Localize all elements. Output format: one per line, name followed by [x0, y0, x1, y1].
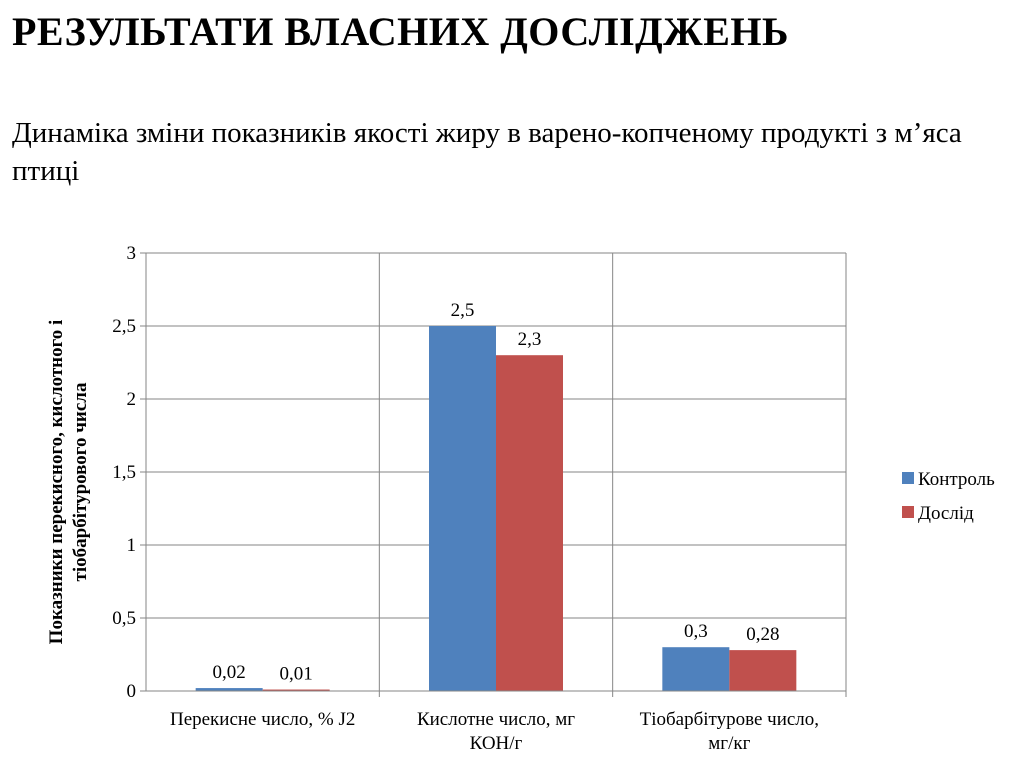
x-category-label: Перекисне число, % J2 [170, 709, 355, 730]
legend-label: Контроль [918, 469, 995, 490]
page-title: РЕЗУЛЬТАТИ ВЛАСНИХ ДОСЛІДЖЕНЬ [12, 9, 789, 54]
legend-swatch [902, 472, 914, 484]
x-category-label: Тіобарбітурове число, [640, 709, 819, 730]
x-category-label: мг/кг [708, 733, 750, 754]
bar-control [195, 688, 263, 691]
legend-swatch [902, 506, 914, 518]
bar-control [429, 326, 496, 691]
legend: Контроль Дослід [902, 469, 995, 524]
data-label: 0,28 [746, 624, 779, 645]
bar-experiment [496, 355, 563, 691]
data-label: 0,3 [684, 621, 708, 642]
bar-control [662, 647, 730, 691]
y-tick-label: 1 [127, 535, 137, 556]
data-label: 0,02 [213, 662, 246, 683]
bar-experiment [729, 650, 797, 691]
data-label: 0,01 [280, 664, 313, 685]
y-tick-label: 1,5 [112, 462, 136, 483]
y-tick-label: 0,5 [112, 608, 136, 629]
page-subtitle: Динаміка зміни показників якості жиру в … [12, 117, 962, 187]
y-tick-label: 3 [127, 243, 137, 264]
axis-layer: 0 0,5 1 1,5 2 2,5 3 Перекисне число, % J2 Кислот… [46, 243, 846, 754]
data-label: 2,5 [451, 300, 475, 321]
data-label: 2,3 [518, 329, 542, 350]
legend-label: Дослід [918, 503, 974, 524]
y-tick-label: 2,5 [112, 316, 136, 337]
labels-layer: 0,02 0,01 2,5 2,3 0,3 0,28 [213, 300, 780, 685]
y-tick-label: 2 [127, 389, 137, 410]
bar-experiment [262, 689, 330, 691]
bars-layer [195, 326, 797, 691]
x-category-label: КОН/г [470, 733, 523, 754]
x-category-label: Кислотне число, мг [417, 709, 575, 730]
y-tick-label: 0 [127, 681, 137, 702]
y-axis-title: Показники перекисного, кислотного і тіоба… [46, 320, 91, 645]
